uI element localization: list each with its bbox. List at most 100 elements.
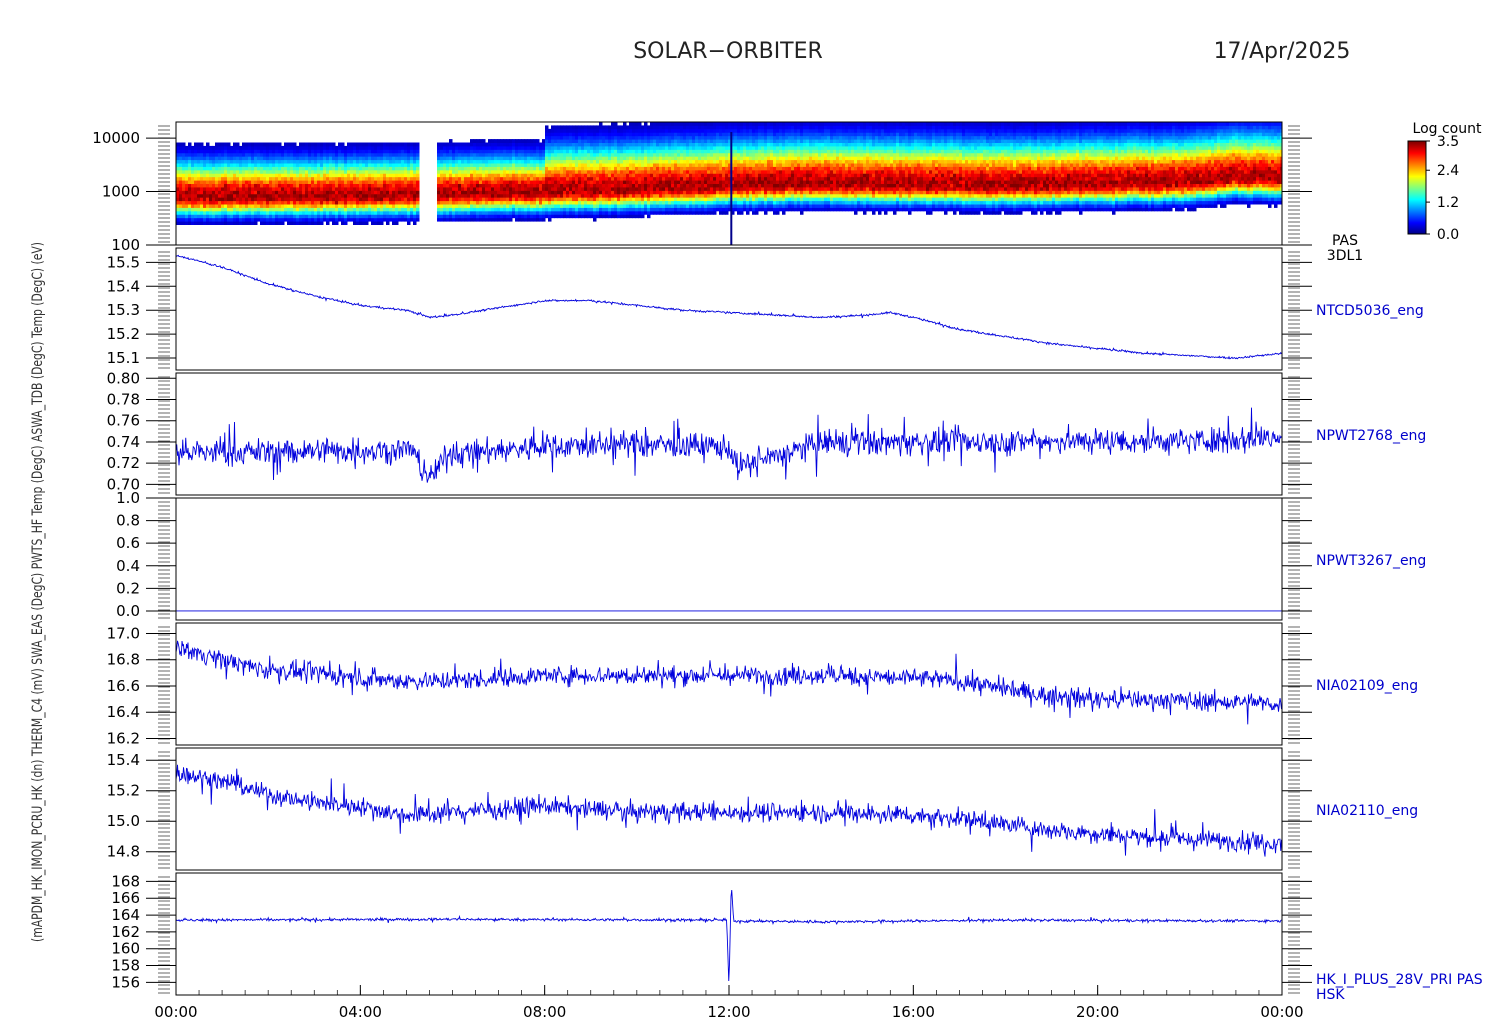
spectrogram-cell bbox=[653, 135, 657, 140]
spectrogram-cell bbox=[650, 149, 654, 154]
spectrogram-cell bbox=[491, 156, 495, 161]
spectrogram-cell bbox=[770, 125, 774, 130]
spectrogram-cell bbox=[278, 190, 282, 195]
spectrogram-cell bbox=[296, 166, 300, 171]
spectrogram-cell bbox=[371, 152, 375, 157]
spectrogram-cell bbox=[740, 210, 744, 215]
spectrogram-cell bbox=[620, 135, 624, 140]
spectrogram-cell bbox=[368, 152, 372, 157]
spectrogram-cell bbox=[308, 193, 312, 198]
spectrogram-cell bbox=[392, 183, 396, 188]
spectrogram-cell bbox=[581, 159, 585, 164]
spectrogram-cell bbox=[386, 197, 390, 202]
spectrogram-cell bbox=[332, 149, 336, 154]
spectrogram-cell bbox=[686, 210, 690, 215]
spectrogram-cell bbox=[275, 149, 279, 154]
spectrogram-cell bbox=[191, 210, 195, 215]
spectrogram-cell bbox=[590, 152, 594, 157]
spectrogram-cell bbox=[410, 159, 414, 164]
spectrogram-cell bbox=[578, 210, 582, 215]
spectrogram-cell bbox=[626, 180, 630, 184]
spectrogram-cell bbox=[557, 159, 561, 164]
spectrogram-cell bbox=[365, 173, 369, 178]
spectrogram-cell bbox=[494, 214, 498, 219]
spectrogram-cell bbox=[719, 200, 723, 205]
spectrogram-cell bbox=[776, 173, 780, 178]
spectrogram-cell bbox=[764, 169, 768, 174]
spectrogram-cell bbox=[560, 176, 564, 181]
spectrogram-cell bbox=[272, 186, 276, 191]
spectrogram-cell bbox=[248, 156, 252, 161]
spectrogram-cell bbox=[698, 156, 702, 161]
spectrogram-cell bbox=[713, 166, 717, 171]
spectrogram-cell bbox=[773, 200, 777, 205]
spectrogram-cell bbox=[257, 180, 261, 184]
spectrogram-cell bbox=[752, 125, 756, 130]
spectrogram-cell bbox=[320, 163, 324, 167]
spectrogram-cell bbox=[674, 139, 678, 143]
spectrogram-cell bbox=[776, 152, 780, 157]
spectrogram-cell bbox=[272, 197, 276, 202]
spectrogram-cell bbox=[599, 176, 603, 181]
spectrogram-cell bbox=[791, 176, 795, 181]
spectrogram-cell bbox=[338, 163, 342, 167]
spectrogram-cell bbox=[455, 152, 459, 157]
spectrogram-cell bbox=[647, 132, 651, 137]
spectrogram-cell bbox=[464, 183, 468, 188]
spectrogram-cell bbox=[632, 214, 636, 219]
spectrogram-cell bbox=[194, 210, 198, 215]
spectrogram-cell bbox=[569, 204, 573, 208]
spectrogram-cell bbox=[746, 142, 750, 147]
spectrogram-cell bbox=[227, 207, 231, 212]
spectrogram-cell bbox=[407, 145, 411, 150]
spectrogram-cell bbox=[617, 149, 621, 154]
spectrogram-cell bbox=[404, 193, 408, 198]
spectrogram-cell bbox=[608, 207, 612, 212]
spectrogram-cell bbox=[440, 176, 444, 181]
spectrogram-cell bbox=[752, 135, 756, 140]
spectrogram-cell bbox=[224, 190, 228, 195]
spectrogram-cell bbox=[653, 156, 657, 161]
spectrogram-cell bbox=[314, 159, 318, 164]
spectrogram-cell bbox=[629, 156, 633, 161]
spectrogram-cell bbox=[206, 190, 210, 195]
spectrogram-cell bbox=[464, 197, 468, 202]
spectrogram-cell bbox=[605, 176, 609, 181]
spectrogram-cell bbox=[578, 200, 582, 205]
spectrogram-cell bbox=[179, 169, 183, 174]
spectrogram-cell bbox=[359, 169, 363, 174]
spectrogram-cell bbox=[494, 200, 498, 205]
spectrogram-cell bbox=[464, 214, 468, 219]
spectrogram-cell bbox=[326, 149, 330, 154]
spectrogram-cell bbox=[626, 197, 630, 202]
spectrogram-cell bbox=[500, 193, 504, 198]
spectrogram-cell bbox=[476, 156, 480, 161]
spectrogram-cell bbox=[236, 190, 240, 195]
spectrogram-cell bbox=[611, 204, 615, 208]
spectrogram-cell bbox=[545, 163, 549, 167]
spectrogram-cell bbox=[560, 166, 564, 171]
spectrogram-cell bbox=[326, 186, 330, 191]
spectrogram-cell bbox=[197, 180, 201, 184]
spectrogram-cell bbox=[506, 152, 510, 157]
spectrogram-cell bbox=[695, 122, 699, 126]
spectrogram-cell bbox=[224, 217, 228, 222]
spectrogram-cell bbox=[200, 159, 204, 164]
spectrogram-cell bbox=[284, 183, 288, 188]
spectrogram-cell bbox=[464, 149, 468, 154]
spectrogram-cell bbox=[602, 152, 606, 157]
spectrogram-cell bbox=[191, 200, 195, 205]
spectrogram-cell bbox=[359, 200, 363, 205]
spectrogram-cell bbox=[233, 193, 237, 198]
spectrogram-cell bbox=[305, 169, 309, 174]
spectrogram-cell bbox=[566, 200, 570, 205]
spectrogram-cell bbox=[257, 145, 261, 150]
spectrogram-cell bbox=[287, 169, 291, 174]
spectrogram-cell bbox=[785, 122, 789, 126]
spectrogram-cell bbox=[455, 176, 459, 181]
spectrogram-cell bbox=[458, 180, 462, 184]
spectrogram-cell bbox=[200, 152, 204, 157]
spectrogram-cell bbox=[782, 139, 786, 143]
spectrogram-cell bbox=[320, 204, 324, 208]
spectrogram-cell bbox=[761, 135, 765, 140]
